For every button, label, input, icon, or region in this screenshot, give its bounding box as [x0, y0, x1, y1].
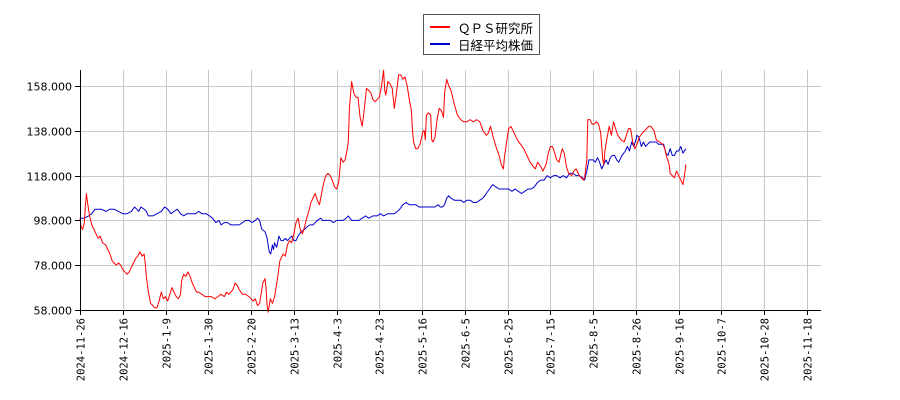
x-tick-label: 2025-2-20 [247, 318, 259, 375]
x-tick-label: 2025-1-30 [204, 318, 216, 375]
legend-swatch-qps [430, 26, 450, 28]
x-tick-label: 2025-6-5 [461, 318, 473, 369]
y-tick-label: 158.000 [27, 81, 73, 94]
qps-line [79, 69, 687, 313]
axes [75, 70, 821, 315]
x-tick-label: 2024-12-16 [119, 318, 131, 381]
x-tick-label: 2025-4-3 [333, 318, 345, 369]
y-tick-label: 78.000 [34, 260, 73, 273]
legend-item-nikkei: 日経平均株価 [430, 35, 533, 53]
x-tick-label: 2025-5-16 [418, 318, 430, 375]
nikkei-line [80, 134, 687, 255]
legend-label-qps: ＱＰＳ研究所 [458, 20, 534, 36]
x-tick-label: 2025-1-9 [162, 318, 174, 369]
x-tick-label: 2024-11-26 [76, 318, 88, 381]
y-tick-label: 58.000 [34, 305, 73, 318]
y-tick-label: 98.000 [34, 215, 73, 228]
x-tick-label: 2025-10-7 [717, 318, 729, 375]
x-axis-labels: 2024-11-26 2024-12-16 2025-1-9 2025-1-30 202… [76, 318, 815, 381]
grid-lines [80, 70, 821, 310]
y-axis-labels: 58.000 78.000 98.000 118.000 138.000 158.000 [27, 81, 73, 318]
y-tick-label: 138.000 [27, 126, 73, 139]
x-tick-label: 2025-11-18 [803, 318, 815, 381]
x-tick-label: 2025-4-23 [375, 318, 387, 375]
legend-swatch-nikkei [430, 43, 450, 45]
x-tick-label: 2025-10-28 [760, 318, 772, 381]
y-tick-label: 118.000 [27, 171, 73, 184]
legend: ＱＰＳ研究所 日経平均株価 [423, 14, 540, 55]
x-tick-label: 2025-7-15 [546, 318, 558, 375]
x-tick-label: 2025-6-25 [504, 318, 516, 375]
x-tick-label: 2025-8-26 [632, 318, 644, 375]
legend-item-qps: ＱＰＳ研究所 [430, 18, 533, 36]
x-tick-label: 2025-8-5 [589, 318, 601, 369]
x-tick-label: 2025-3-13 [290, 318, 302, 375]
x-tick-label: 2025-9-16 [675, 318, 687, 375]
data-series [79, 69, 687, 313]
legend-label-nikkei: 日経平均株価 [458, 37, 534, 53]
